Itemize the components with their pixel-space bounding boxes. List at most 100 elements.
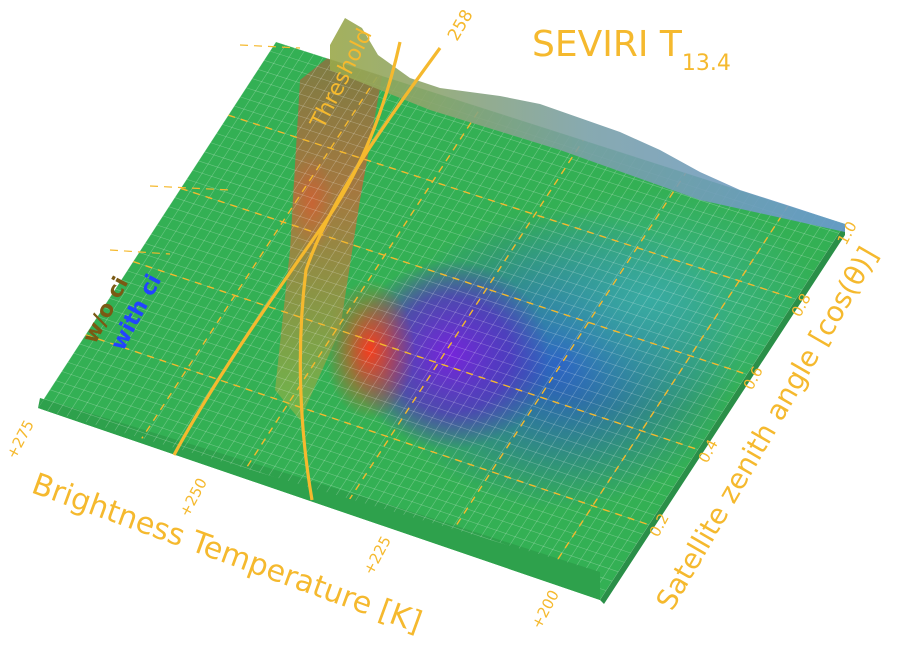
mesh-line [145, 243, 711, 432]
mesh-line [468, 181, 713, 556]
mesh-line [67, 361, 631, 554]
mesh-line [552, 208, 798, 585]
mesh-line [140, 75, 381, 444]
mesh-line [121, 279, 686, 469]
mesh-line [174, 197, 741, 385]
mesh-line [384, 154, 628, 527]
mesh-line [328, 135, 571, 508]
x-tick-label: +250 [176, 475, 211, 520]
mesh-line [449, 175, 694, 549]
mesh-line [252, 78, 821, 262]
x-tick-label: +225 [360, 533, 395, 578]
mesh-line [290, 123, 533, 495]
threshold-value-label: 258 [444, 6, 478, 44]
temperature-gridline [138, 74, 380, 443]
mesh-line [112, 66, 353, 434]
mesh-line [65, 50, 305, 418]
mesh-line [356, 144, 599, 517]
mesh-line [412, 163, 656, 537]
mesh-line [562, 211, 808, 588]
mesh-line [234, 105, 803, 291]
mesh-line [393, 157, 637, 530]
mesh-line [337, 138, 580, 511]
mesh-line [56, 47, 296, 415]
angle-gridline [228, 114, 797, 300]
mesh-line [225, 102, 466, 473]
x-tick-label: +200 [528, 587, 563, 632]
mesh-line [264, 60, 833, 244]
mesh-line [346, 141, 590, 514]
axis-gridlines [85, 74, 797, 582]
mesh-line [271, 117, 514, 489]
angle-gridline [132, 260, 699, 451]
mesh-line [477, 184, 722, 559]
surface-right-edge [600, 224, 845, 604]
mesh-line [47, 44, 286, 412]
mesh-line [187, 90, 428, 460]
mesh-line [243, 108, 485, 479]
mesh-line [403, 160, 647, 533]
grid-extension-lines [109, 44, 301, 255]
mesh-line [206, 96, 447, 466]
mesh-line [178, 87, 419, 457]
mesh-line [581, 217, 827, 594]
mesh-line [61, 371, 625, 563]
mesh-line [109, 297, 674, 488]
mesh-line [73, 352, 637, 544]
mesh-line [300, 126, 542, 498]
mesh-line [159, 81, 400, 450]
mesh-line [198, 160, 766, 347]
mesh-line [440, 172, 685, 546]
threshold-curves [172, 41, 442, 501]
mesh-line [186, 178, 754, 366]
mesh-line [534, 202, 779, 578]
mesh-line [192, 169, 760, 356]
mesh-line [103, 63, 343, 431]
temperature-gridline [239, 107, 482, 478]
mesh-line [496, 190, 741, 565]
mesh-line [215, 99, 457, 469]
mesh-line [222, 124, 790, 309]
mesh-line [253, 111, 495, 482]
mesh-line [79, 343, 643, 535]
mesh-line [234, 105, 476, 476]
mesh-line [506, 193, 751, 569]
mesh-line [204, 151, 772, 338]
mesh-line [374, 151, 618, 524]
mesh-line [459, 178, 704, 553]
mesh-line [281, 120, 523, 492]
mesh-line [97, 316, 662, 507]
mesh-line [571, 214, 817, 591]
mesh-line [524, 199, 770, 575]
mesh-line [196, 93, 438, 463]
mesh-line [431, 169, 675, 543]
chart-title: SEVIRI T13.4 [532, 24, 731, 76]
mesh-line [150, 233, 717, 422]
temperature-gridline [543, 205, 789, 582]
mesh-line [168, 206, 735, 394]
mesh-line [91, 325, 656, 516]
mesh-line [139, 252, 705, 441]
mesh-line [246, 87, 815, 272]
mesh-line [55, 380, 619, 573]
mesh-line [421, 166, 666, 540]
mesh-line [590, 220, 836, 597]
mesh-line [150, 78, 391, 447]
mesh-line [240, 96, 809, 281]
threshold-curve-b [298, 47, 442, 501]
mesh-line [258, 69, 827, 253]
mesh-line [216, 133, 784, 319]
mesh-line [131, 72, 372, 441]
mesh-line [156, 224, 723, 413]
temperature-gridline [442, 172, 687, 547]
mesh-line [515, 196, 760, 572]
mesh-line [122, 69, 362, 437]
surface-back-ridge [330, 18, 845, 232]
angle-gridline [180, 187, 748, 376]
x-tick-label: +275 [3, 417, 38, 462]
mesh-line [75, 53, 315, 421]
mesh-line [115, 288, 680, 479]
temperature-gridline [340, 139, 584, 513]
mesh-line [309, 129, 552, 501]
